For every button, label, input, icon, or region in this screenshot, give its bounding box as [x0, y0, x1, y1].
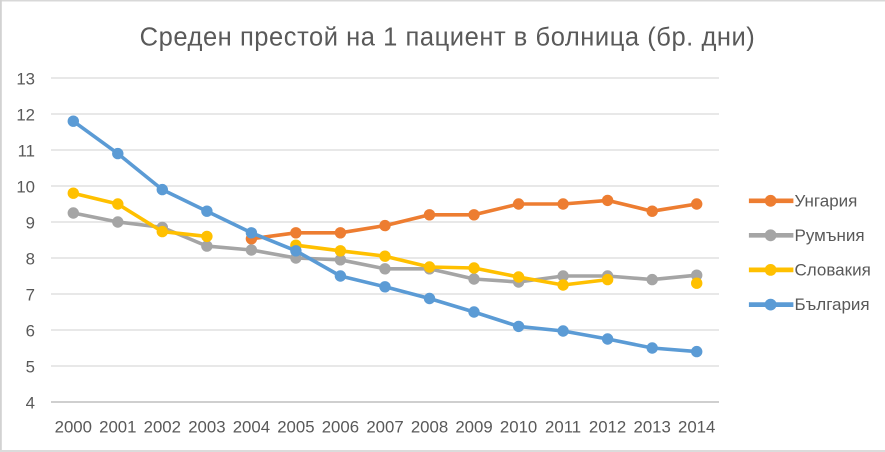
svg-text:2009: 2009	[455, 418, 492, 437]
svg-text:10: 10	[16, 178, 35, 197]
svg-text:8: 8	[26, 250, 35, 269]
svg-text:2003: 2003	[188, 418, 225, 437]
svg-text:Среден престой на 1 пациент в: Среден престой на 1 пациент в болница (б…	[140, 24, 756, 52]
svg-text:2004: 2004	[233, 418, 270, 437]
svg-text:Унгария: Унгария	[795, 191, 858, 210]
svg-text:12: 12	[16, 106, 35, 125]
svg-text:2001: 2001	[99, 418, 136, 437]
svg-text:2002: 2002	[144, 418, 181, 437]
svg-text:България: България	[795, 295, 870, 314]
svg-text:2006: 2006	[322, 418, 359, 437]
svg-text:7: 7	[26, 286, 35, 305]
svg-text:11: 11	[18, 142, 35, 161]
svg-text:2000: 2000	[55, 418, 92, 437]
svg-text:4: 4	[26, 394, 35, 413]
svg-text:13: 13	[16, 70, 35, 89]
svg-text:2008: 2008	[411, 418, 448, 437]
svg-text:9: 9	[26, 214, 35, 233]
svg-text:2013: 2013	[634, 418, 671, 437]
svg-text:2011: 2011	[545, 418, 581, 437]
svg-text:2010: 2010	[500, 418, 537, 437]
svg-text:2012: 2012	[589, 418, 626, 437]
svg-text:5: 5	[26, 358, 35, 377]
svg-text:2007: 2007	[366, 418, 403, 437]
svg-text:6: 6	[26, 322, 35, 341]
svg-text:2014: 2014	[678, 418, 715, 437]
svg-text:Румъния: Румъния	[795, 226, 865, 245]
svg-text:Словакия: Словакия	[795, 260, 871, 279]
svg-text:2005: 2005	[277, 418, 314, 437]
